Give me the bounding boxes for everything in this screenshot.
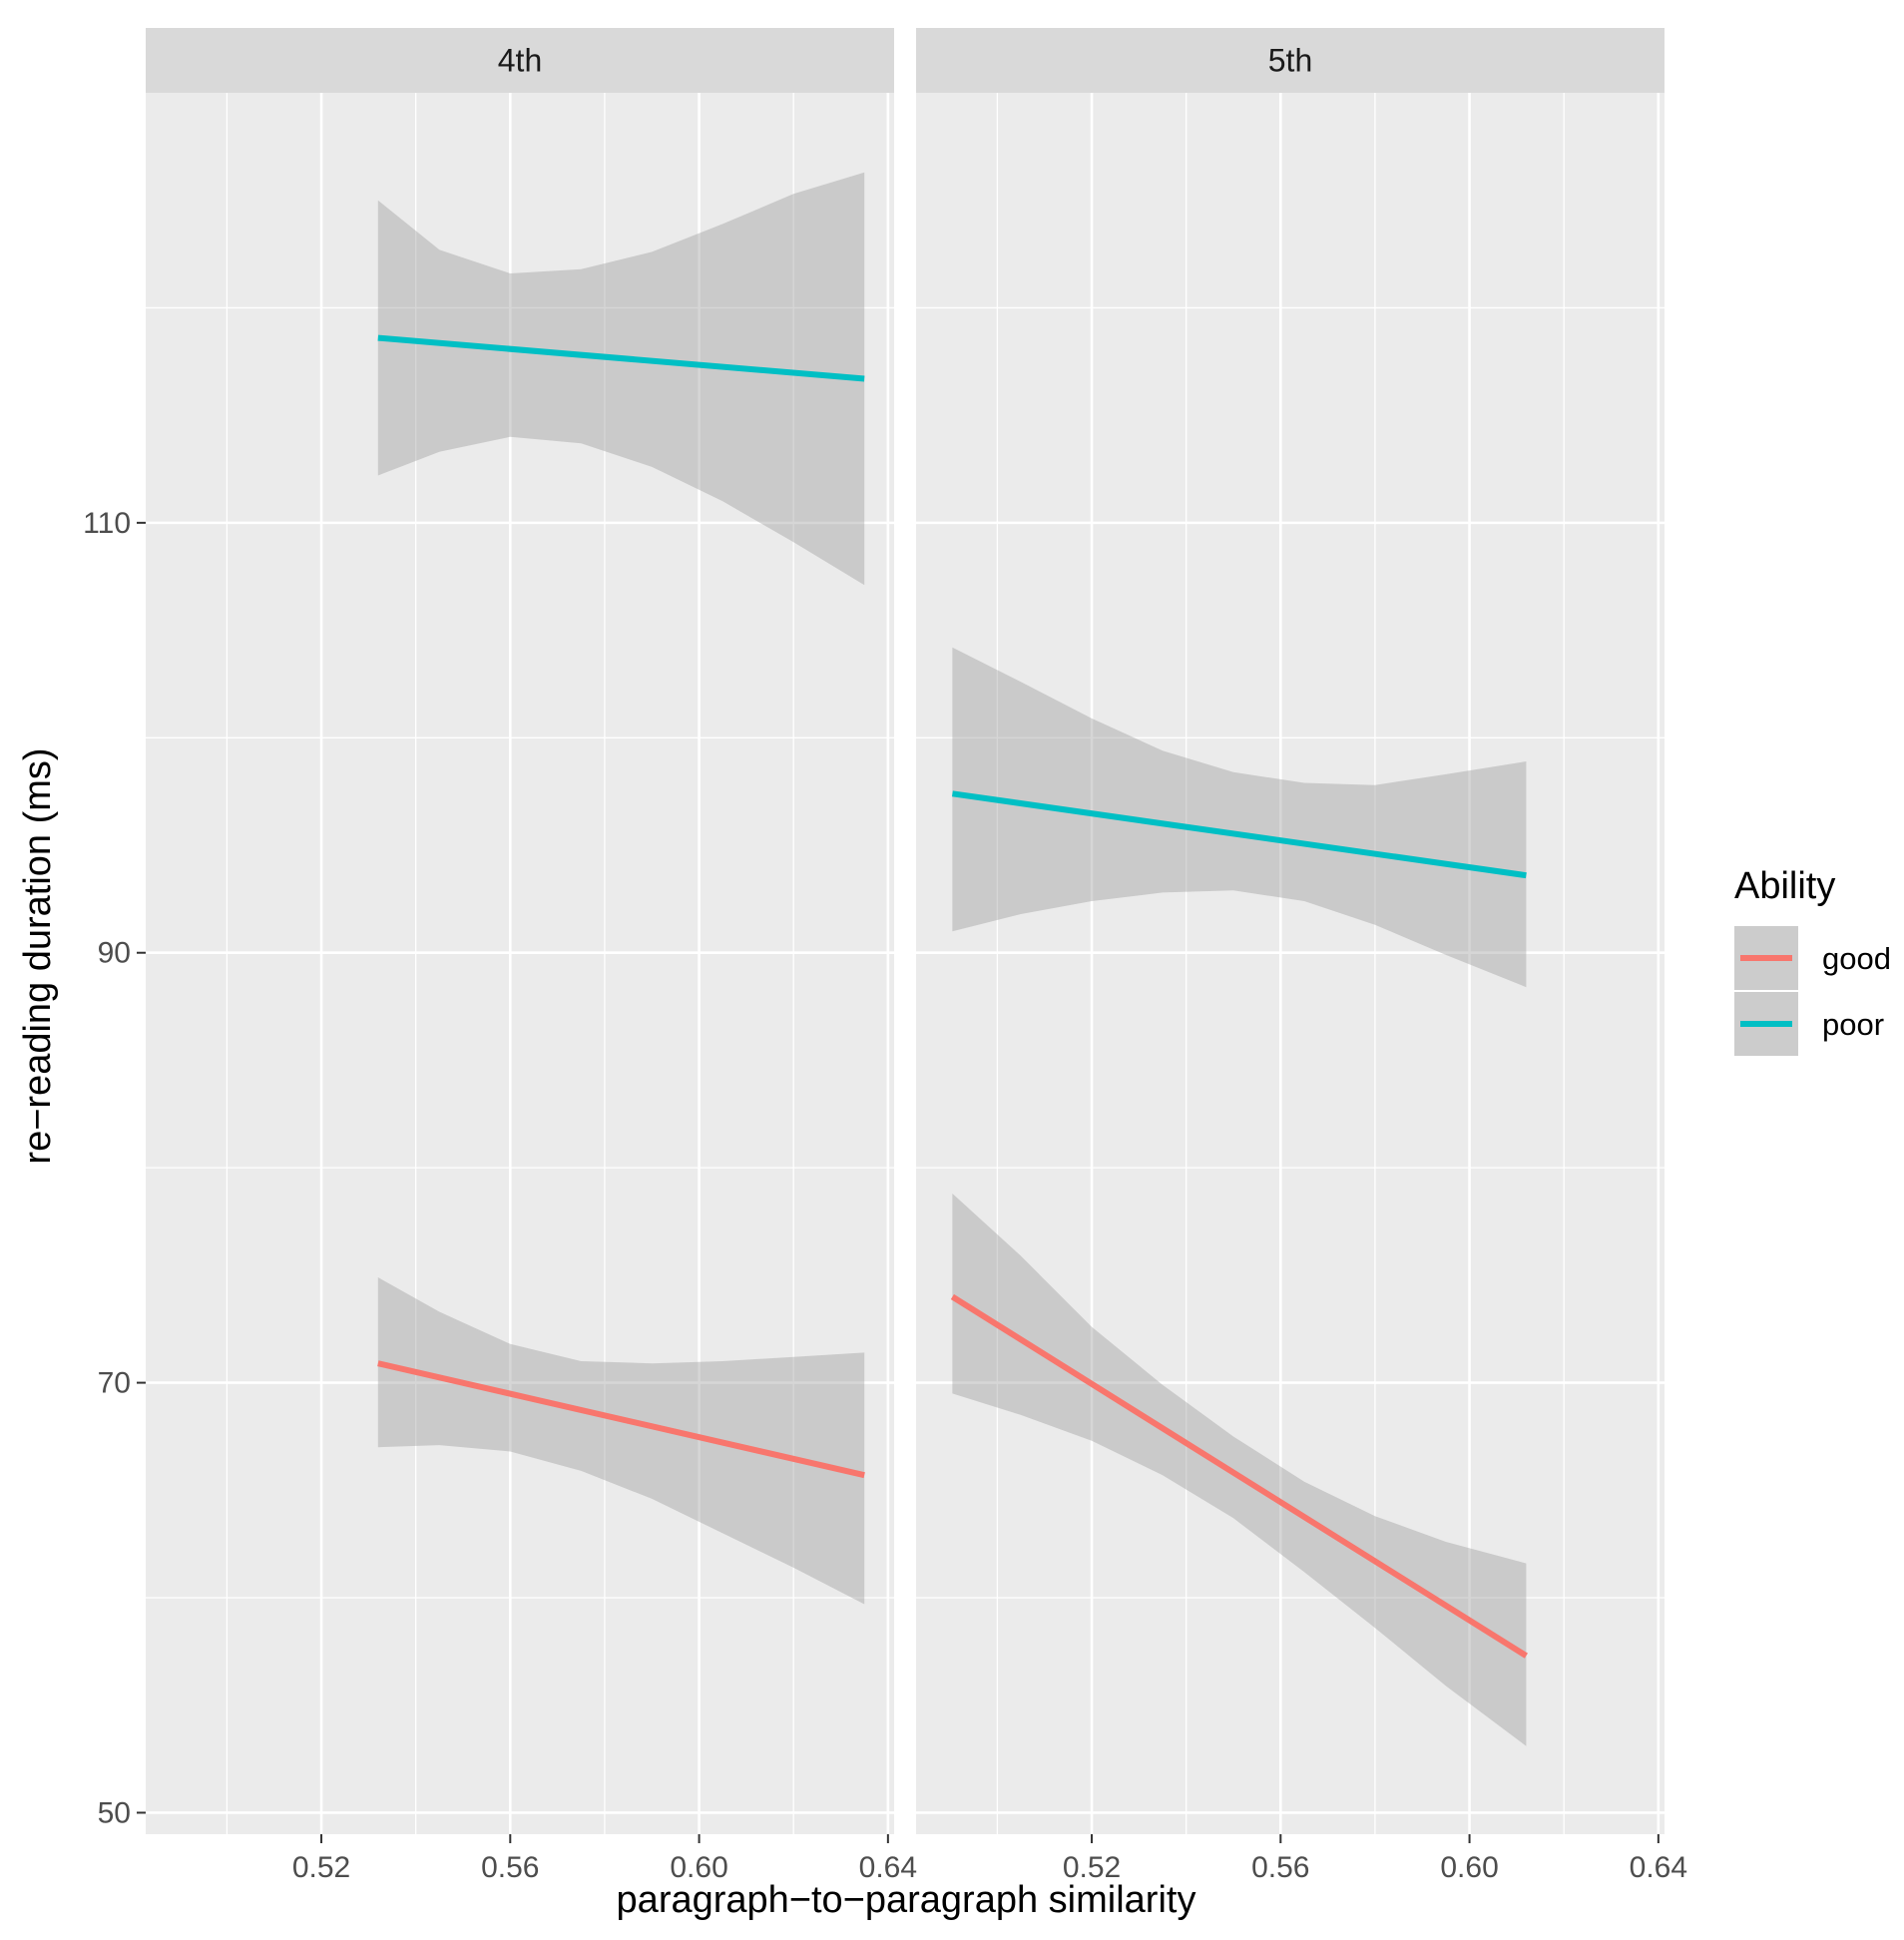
confidence-band-good	[952, 1194, 1527, 1746]
confidence-band-poor	[952, 647, 1527, 988]
x-tick-label: 0.60	[670, 1851, 727, 1884]
legend-title: Ability	[1734, 865, 1835, 907]
x-axis-title: paragraph−to−paragraph similarity	[617, 1879, 1196, 1921]
legend: Ability good poor	[1734, 865, 1891, 1056]
trend-line-poor	[951, 790, 1527, 879]
axes: 0.52 0.56 0.60 0.64 0.52 0.56 0.60 0.64 50 70 90 11…	[83, 507, 1687, 1884]
x-tick-label: 0.60	[1440, 1851, 1498, 1884]
x-tick-label: 0.56	[481, 1851, 539, 1884]
x-tick-label: 0.64	[859, 1851, 917, 1884]
y-tick-label: 50	[98, 1796, 131, 1829]
y-tick-label: 70	[98, 1367, 131, 1400]
facet-strip-label: 4th	[498, 43, 542, 79]
panel-background	[146, 93, 894, 1834]
legend-label: poor	[1822, 1007, 1884, 1042]
facet-strip-label: 5th	[1268, 43, 1312, 79]
x-tick-label: 0.52	[1063, 1851, 1121, 1884]
facet-strip	[146, 28, 894, 93]
x-tick-label: 0.56	[1251, 1851, 1309, 1884]
legend-item-good: good	[1734, 926, 1891, 990]
panel-background	[916, 93, 1665, 1834]
y-tick-label: 90	[98, 937, 131, 970]
y-axis-title: re−reading duration (ms)	[17, 747, 59, 1164]
x-tick-label: 0.52	[292, 1851, 350, 1884]
legend-item-poor: poor	[1734, 992, 1884, 1056]
facet-strip	[916, 28, 1665, 93]
x-tick-label: 0.64	[1630, 1851, 1687, 1884]
facet-panels: 4th 5th	[146, 28, 1665, 1834]
confidence-band-good	[377, 1277, 865, 1605]
y-tick-label: 110	[83, 507, 131, 540]
legend-label: good	[1822, 941, 1891, 976]
facet-panel-4th: 4th	[146, 28, 894, 1834]
trend-line-poor	[377, 334, 865, 382]
trend-line-good	[950, 1293, 1528, 1659]
facet-panel-5th: 5th	[916, 28, 1665, 1834]
confidence-band-poor	[377, 172, 865, 586]
trend-line-good	[377, 1360, 865, 1479]
